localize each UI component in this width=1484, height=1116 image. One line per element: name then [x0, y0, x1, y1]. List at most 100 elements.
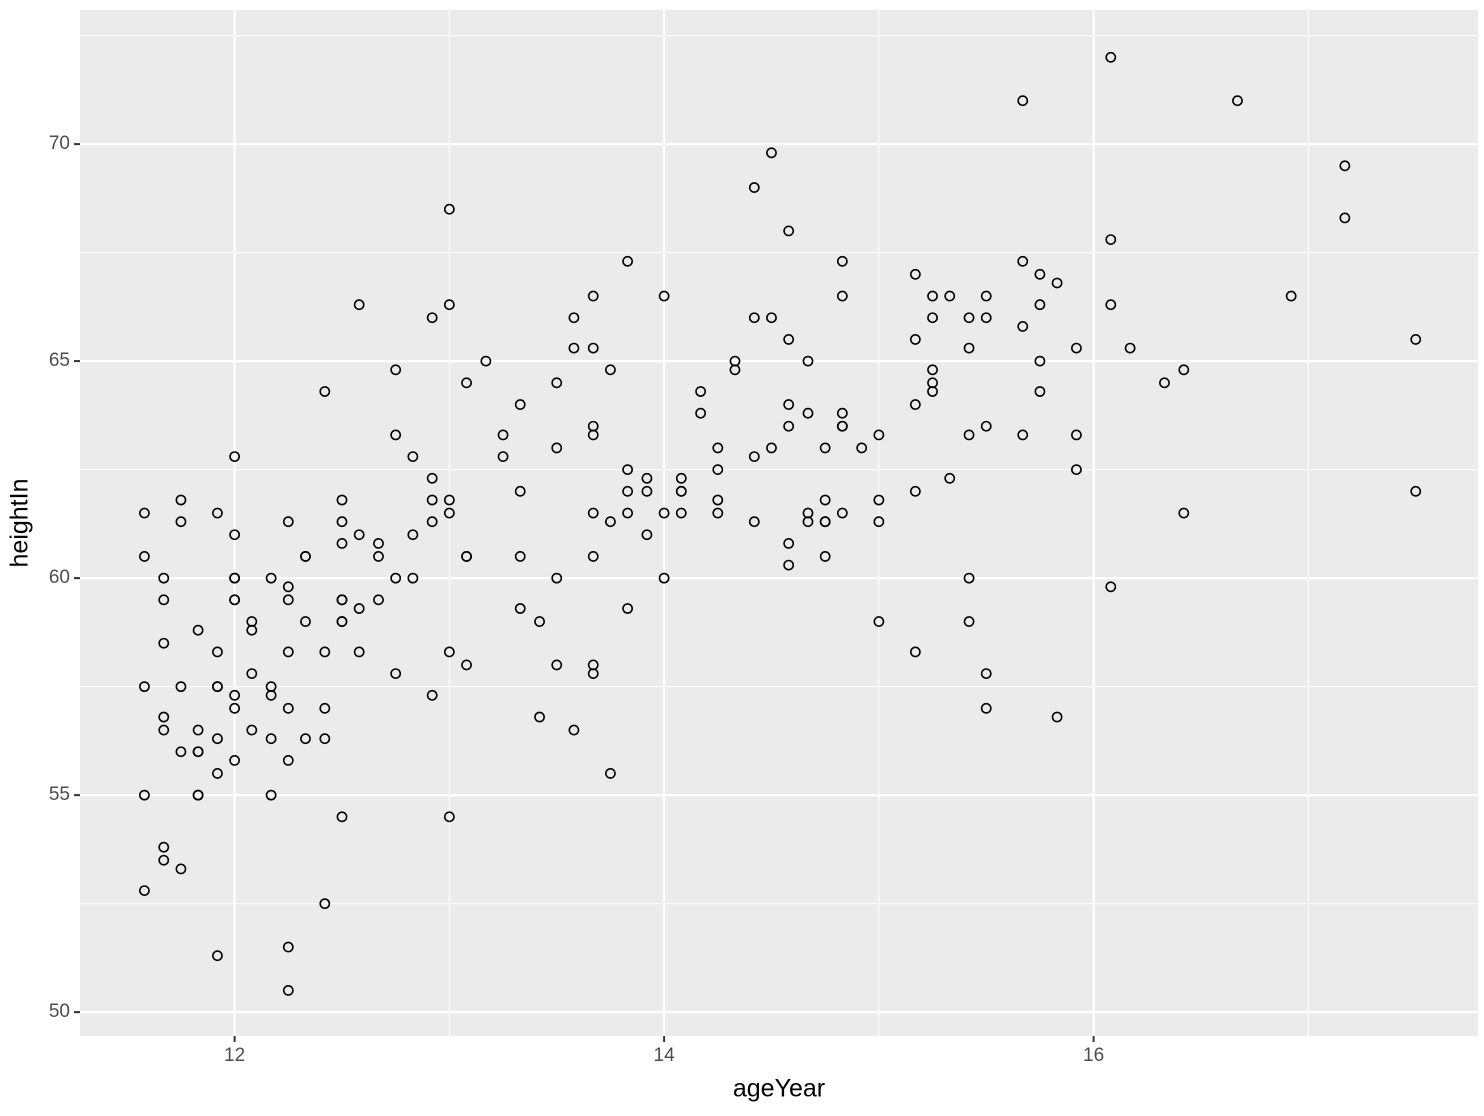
point [783, 334, 795, 345]
point [783, 559, 795, 571]
point [139, 507, 150, 519]
point [426, 494, 438, 506]
point [426, 312, 438, 324]
point [927, 386, 938, 397]
point [712, 442, 724, 454]
point [212, 950, 223, 962]
point [675, 485, 687, 497]
point [139, 681, 150, 693]
point [587, 290, 599, 302]
point [748, 312, 760, 324]
point [944, 472, 956, 484]
point [443, 203, 455, 215]
point [1285, 290, 1297, 302]
point [802, 516, 814, 528]
point [1071, 429, 1082, 441]
point [1034, 355, 1046, 367]
point [158, 572, 170, 584]
point [319, 702, 331, 714]
point [605, 768, 616, 779]
point [282, 581, 294, 593]
point [212, 733, 223, 745]
point [1017, 95, 1029, 107]
point [534, 711, 545, 723]
point [319, 733, 331, 745]
point [819, 551, 831, 562]
y-tick-label: 50 [49, 1001, 70, 1022]
point [407, 451, 419, 462]
point [836, 407, 848, 419]
point [534, 616, 545, 627]
point [675, 507, 687, 519]
point [353, 299, 365, 311]
point [980, 702, 992, 714]
point [1178, 364, 1190, 376]
point [605, 516, 616, 528]
point [443, 299, 455, 311]
point [783, 225, 795, 237]
point [980, 668, 992, 680]
point [229, 702, 241, 714]
point [1339, 212, 1351, 224]
point [551, 442, 563, 454]
point [514, 603, 526, 614]
point [909, 268, 921, 280]
point [963, 429, 975, 441]
x-axis-title: ageYear [733, 1075, 825, 1103]
x-tick-label: 14 [654, 1045, 676, 1066]
grid [80, 10, 1478, 1036]
point [1017, 429, 1029, 441]
point [712, 507, 724, 519]
point [158, 594, 170, 606]
point [175, 746, 187, 758]
point [1034, 299, 1046, 311]
point [587, 507, 599, 519]
point [802, 407, 814, 419]
point [265, 572, 277, 584]
point [373, 537, 384, 549]
point [158, 841, 170, 853]
point [246, 668, 258, 680]
point [819, 516, 831, 528]
point [658, 507, 670, 519]
point [695, 386, 707, 397]
point [748, 451, 760, 462]
point [300, 616, 311, 627]
point [461, 377, 472, 389]
point [426, 516, 438, 528]
panel [80, 10, 1478, 1036]
point [963, 312, 975, 324]
point [1124, 342, 1136, 354]
point [819, 494, 831, 506]
point [1071, 342, 1082, 354]
point [963, 342, 975, 354]
point [373, 551, 384, 562]
point [175, 681, 187, 693]
x-tick-label: 16 [1083, 1045, 1104, 1066]
point [622, 485, 634, 497]
point [1071, 464, 1082, 476]
point [873, 494, 885, 506]
point [443, 507, 455, 519]
point [282, 516, 294, 528]
point [622, 507, 634, 519]
point [443, 811, 455, 823]
point [909, 399, 921, 410]
point [641, 529, 653, 541]
point [461, 551, 472, 562]
point [175, 516, 187, 528]
point [158, 711, 170, 723]
point [1410, 334, 1422, 345]
point [927, 364, 938, 376]
point [497, 429, 509, 441]
point [980, 290, 992, 302]
point [658, 572, 670, 584]
point [192, 624, 204, 636]
point [192, 746, 204, 758]
point [873, 429, 885, 441]
point [139, 551, 150, 562]
y-tick-label: 60 [49, 567, 70, 588]
point [675, 472, 687, 484]
point [390, 572, 402, 584]
